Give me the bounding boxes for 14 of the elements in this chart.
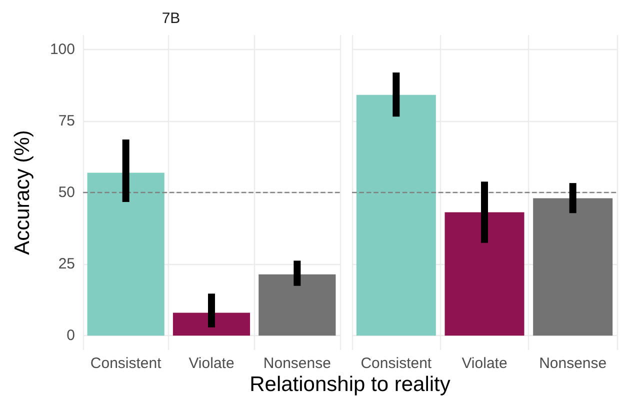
y-axis-title: Accuracy (%) [11,130,34,255]
x-tick-label: Violate [462,355,508,372]
chart-title: 7B [162,10,180,27]
y-tick-label: 100 [50,40,75,58]
x-tick-label: Consistent [90,355,162,372]
x-tick-label: Consistent [360,355,432,372]
y-tick-label: 75 [58,112,75,130]
x-tick-label: Violate [188,355,234,372]
x-tick-label: Nonsense [263,355,331,372]
y-tick-label: 25 [58,256,75,273]
x-tick-label: Nonsense [539,355,607,372]
x-axis-title: Relationship to reality [248,373,452,397]
y-tick-label: 0 [66,327,75,344]
y-tick-label: 50 [58,184,75,201]
